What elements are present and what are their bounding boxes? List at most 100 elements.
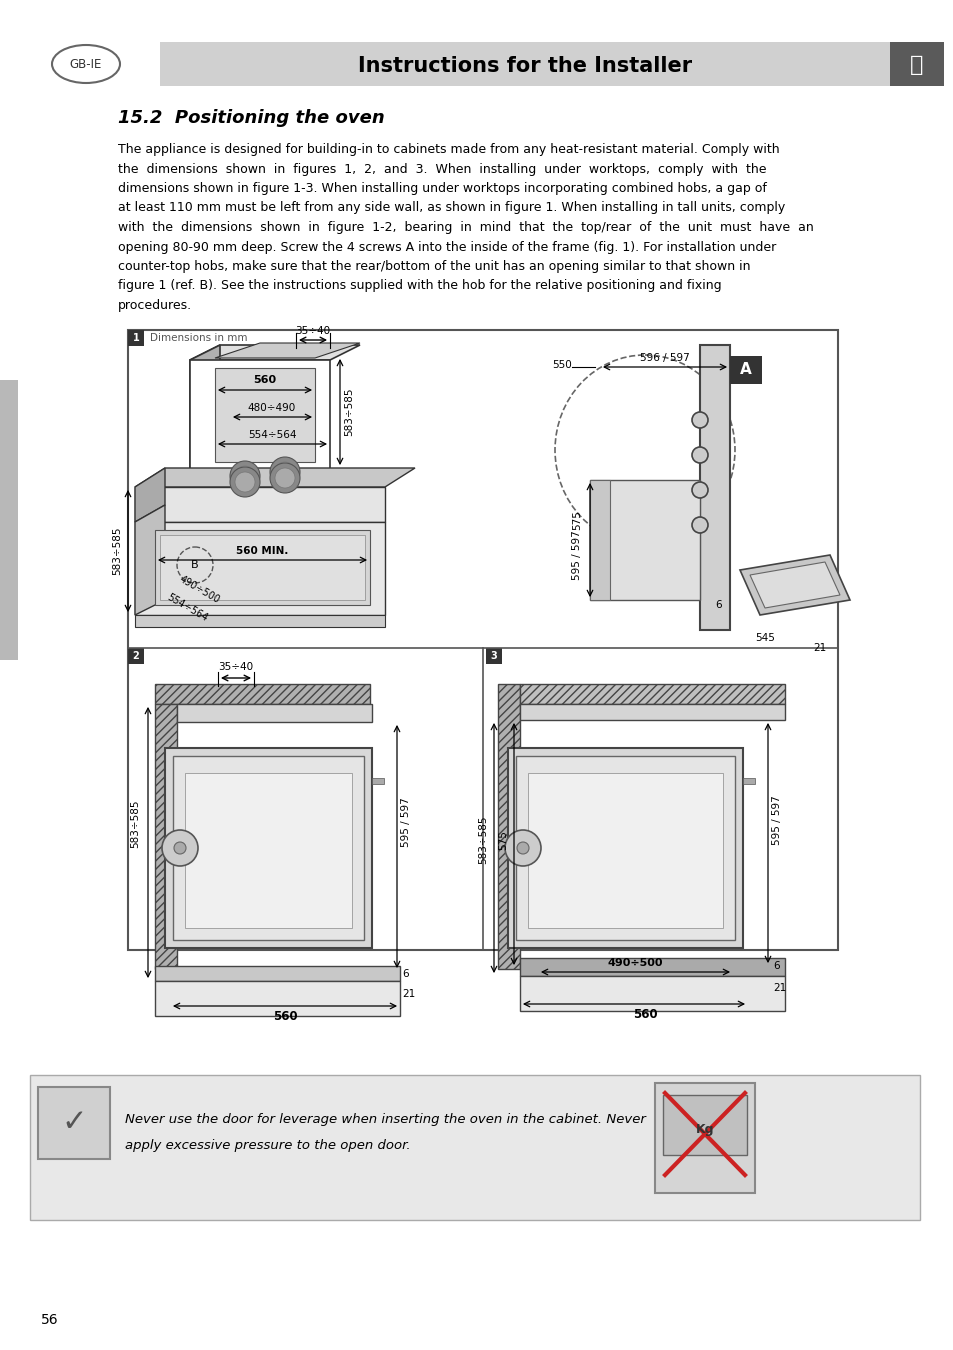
Text: 21: 21 bbox=[401, 990, 415, 999]
Bar bbox=[485, 648, 501, 664]
Text: 3: 3 bbox=[490, 651, 497, 661]
Text: 480÷490: 480÷490 bbox=[248, 404, 295, 413]
Circle shape bbox=[517, 842, 529, 855]
Bar bbox=[742, 778, 754, 784]
Text: 6: 6 bbox=[714, 599, 720, 610]
Text: opening 80-90 mm deep. Screw the 4 screws A into the inside of the frame (fig. 1: opening 80-90 mm deep. Screw the 4 screw… bbox=[118, 240, 776, 254]
Text: 35÷40: 35÷40 bbox=[295, 325, 331, 336]
Polygon shape bbox=[135, 468, 165, 522]
Text: 595 / 597: 595 / 597 bbox=[400, 796, 411, 846]
Polygon shape bbox=[749, 562, 840, 608]
Bar bbox=[154, 967, 399, 981]
Text: 583÷585: 583÷585 bbox=[477, 815, 488, 864]
Text: Kg: Kg bbox=[695, 1123, 714, 1137]
Circle shape bbox=[234, 466, 254, 486]
Bar bbox=[662, 1095, 746, 1156]
Bar bbox=[177, 703, 372, 722]
Text: 554÷564: 554÷564 bbox=[248, 431, 296, 440]
Polygon shape bbox=[740, 555, 849, 616]
Text: 575: 575 bbox=[572, 510, 581, 531]
Bar bbox=[889, 42, 943, 86]
Bar bbox=[497, 684, 519, 969]
Polygon shape bbox=[214, 343, 359, 358]
Polygon shape bbox=[135, 522, 385, 616]
Text: 560: 560 bbox=[273, 1010, 297, 1023]
Bar bbox=[519, 958, 784, 976]
Bar bbox=[185, 774, 352, 927]
Bar bbox=[519, 703, 784, 720]
Bar bbox=[38, 1087, 110, 1160]
Circle shape bbox=[691, 517, 707, 533]
Bar bbox=[154, 684, 370, 703]
Bar bbox=[729, 356, 761, 383]
Bar bbox=[135, 616, 385, 626]
Bar bbox=[128, 329, 144, 346]
Text: 490÷500: 490÷500 bbox=[178, 574, 222, 606]
Bar bbox=[165, 748, 372, 948]
Bar bbox=[372, 778, 384, 784]
Text: The appliance is designed for building-in to cabinets made from any heat-resista: The appliance is designed for building-i… bbox=[118, 143, 779, 157]
Ellipse shape bbox=[52, 45, 120, 82]
Text: counter-top hobs, make sure that the rear/bottom of the unit has an opening simi: counter-top hobs, make sure that the rea… bbox=[118, 261, 750, 273]
Polygon shape bbox=[589, 481, 700, 599]
Bar bbox=[527, 774, 722, 927]
Circle shape bbox=[274, 462, 294, 482]
Text: GB-IE: GB-IE bbox=[70, 58, 102, 70]
Text: Dimensions in mm: Dimensions in mm bbox=[150, 333, 247, 343]
Bar bbox=[519, 976, 784, 1011]
Text: 583÷585: 583÷585 bbox=[112, 526, 122, 575]
Text: 15.2  Positioning the oven: 15.2 Positioning the oven bbox=[118, 109, 384, 127]
Text: the  dimensions  shown  in  figures  1,  2,  and  3.  When  installing  under  w: the dimensions shown in figures 1, 2, an… bbox=[118, 162, 765, 176]
Text: A: A bbox=[740, 363, 751, 378]
Text: 🔧: 🔧 bbox=[909, 55, 923, 76]
Bar bbox=[655, 1083, 754, 1193]
Polygon shape bbox=[190, 346, 359, 360]
Polygon shape bbox=[135, 487, 385, 522]
Text: 56: 56 bbox=[41, 1314, 59, 1327]
Polygon shape bbox=[135, 468, 415, 487]
Circle shape bbox=[234, 472, 254, 491]
Circle shape bbox=[504, 830, 540, 865]
Bar bbox=[154, 703, 177, 969]
Text: 560: 560 bbox=[632, 1008, 657, 1021]
Circle shape bbox=[270, 458, 299, 487]
Circle shape bbox=[691, 412, 707, 428]
Bar bbox=[128, 329, 837, 950]
Text: 596 / 597: 596 / 597 bbox=[639, 352, 689, 363]
Text: procedures.: procedures. bbox=[118, 298, 192, 312]
Bar bbox=[30, 1075, 919, 1220]
Text: 595 / 597: 595 / 597 bbox=[572, 531, 581, 580]
Polygon shape bbox=[214, 369, 314, 462]
Text: 560 MIN.: 560 MIN. bbox=[235, 545, 288, 556]
Text: dimensions shown in figure 1-3. When installing under worktops incorporating com: dimensions shown in figure 1-3. When ins… bbox=[118, 182, 766, 194]
Bar bbox=[507, 748, 742, 948]
Text: 490÷500: 490÷500 bbox=[607, 958, 662, 968]
Text: 583÷585: 583÷585 bbox=[130, 799, 140, 848]
Circle shape bbox=[162, 830, 198, 865]
Text: 21: 21 bbox=[772, 983, 785, 994]
Circle shape bbox=[691, 447, 707, 463]
Text: 35÷40: 35÷40 bbox=[218, 662, 253, 672]
Text: 595 / 597: 595 / 597 bbox=[771, 795, 781, 845]
Text: at least 110 mm must be left from any side wall, as shown in figure 1. When inst: at least 110 mm must be left from any si… bbox=[118, 201, 784, 215]
Polygon shape bbox=[135, 505, 165, 616]
Polygon shape bbox=[700, 346, 729, 630]
Bar bbox=[516, 756, 734, 940]
Bar bbox=[154, 531, 370, 605]
Bar bbox=[519, 684, 784, 703]
Bar bbox=[128, 648, 144, 664]
Polygon shape bbox=[589, 481, 609, 599]
Ellipse shape bbox=[555, 355, 734, 545]
Text: ✓: ✓ bbox=[61, 1108, 87, 1138]
Circle shape bbox=[270, 463, 299, 493]
Text: Never use the door for leverage when inserting the oven in the cabinet. Never: Never use the door for leverage when ins… bbox=[125, 1114, 645, 1126]
Circle shape bbox=[173, 842, 186, 855]
Circle shape bbox=[230, 467, 260, 497]
Text: 554÷564: 554÷564 bbox=[165, 593, 209, 624]
Text: 575: 575 bbox=[497, 830, 507, 850]
Text: 6: 6 bbox=[772, 961, 779, 971]
Text: 21: 21 bbox=[813, 643, 825, 653]
Bar bbox=[172, 756, 364, 940]
Polygon shape bbox=[190, 346, 220, 485]
Text: apply excessive pressure to the open door.: apply excessive pressure to the open doo… bbox=[125, 1138, 410, 1152]
